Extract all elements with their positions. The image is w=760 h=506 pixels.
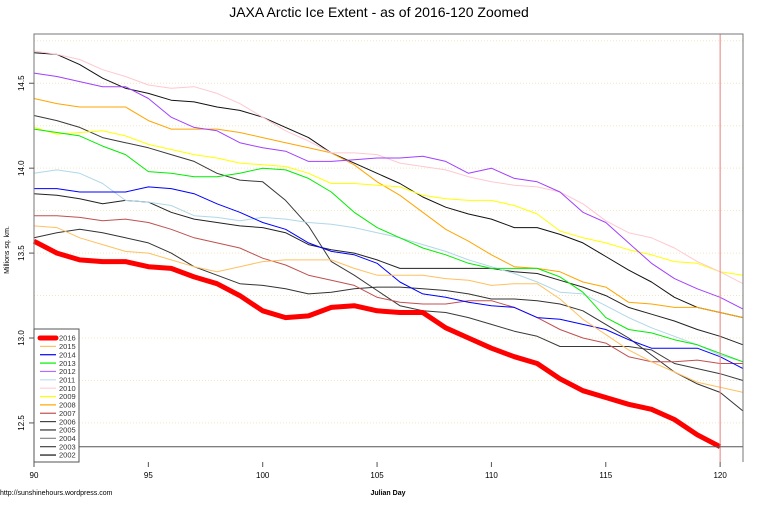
x-tick-label: 105 [370,471,384,480]
legend-label-2007: 2007 [59,409,76,418]
series-line-2014 [34,186,744,370]
legend-label-2004: 2004 [59,434,76,443]
series-line-2012 [33,72,744,310]
chart-title: JAXA Arctic Ice Extent - as of 2016-120 … [229,4,529,20]
series-line-2013 [33,128,744,363]
x-axis-label: Julian Day [370,490,405,497]
series-line-2011 [33,169,744,363]
x-tick-label: 100 [256,471,270,480]
legend-label-2003: 2003 [59,442,76,451]
legend-label-2011: 2011 [59,376,75,385]
series-line-2005 [33,193,744,346]
axes: 90 95 100 105 110 115 120 12.5 13.0 13.5 14.0 14.5 [17,33,744,480]
legend: 2016201520142013201220112010200920082007… [33,328,80,463]
legend-label-2008: 2008 [59,401,76,410]
series-line-2002 [33,52,744,319]
series-lines [32,50,744,449]
x-tick-label: 120 [713,471,727,480]
reference-lines [34,34,743,462]
y-tick-label: 13.0 [17,330,26,346]
y-tick-label: 14.5 [17,75,26,91]
series-line-2016 [32,238,722,449]
y-tick-label: 13.5 [17,245,26,261]
legend-label-2012: 2012 [59,367,76,376]
legend-label-2016: 2016 [59,334,76,343]
legend-label-2006: 2006 [59,417,76,426]
series-line-2015 [33,225,744,393]
series-line-2009 [33,126,744,276]
x-tick-label: 115 [599,471,612,480]
y-tick-label: 12.5 [17,415,26,431]
footer-url: http://sunshinehours.wordpress.com [0,490,113,497]
legend-box [33,328,80,463]
grid [34,40,743,424]
y-axis-label: Millions sq. km. [4,226,11,274]
legend-label-2014: 2014 [59,350,76,359]
series-line-2007 [34,215,743,364]
series-line-2008 [33,98,744,319]
legend-label-2005: 2005 [59,426,76,435]
legend-label-2009: 2009 [59,392,76,401]
legend-label-2013: 2013 [59,359,76,368]
series-line-2006 [33,228,744,412]
plot-frame [33,33,744,462]
y-tick-label: 14.0 [17,160,26,176]
x-tick-label: 90 [30,471,39,480]
series-line-2004 [33,115,744,381]
legend-label-2010: 2010 [59,384,76,393]
series-line-2010 [33,50,744,285]
legend-label-2015: 2015 [59,342,76,351]
legend-label-2002: 2002 [59,451,76,460]
x-tick-label: 95 [144,471,153,480]
x-tick-label: 110 [485,471,498,480]
